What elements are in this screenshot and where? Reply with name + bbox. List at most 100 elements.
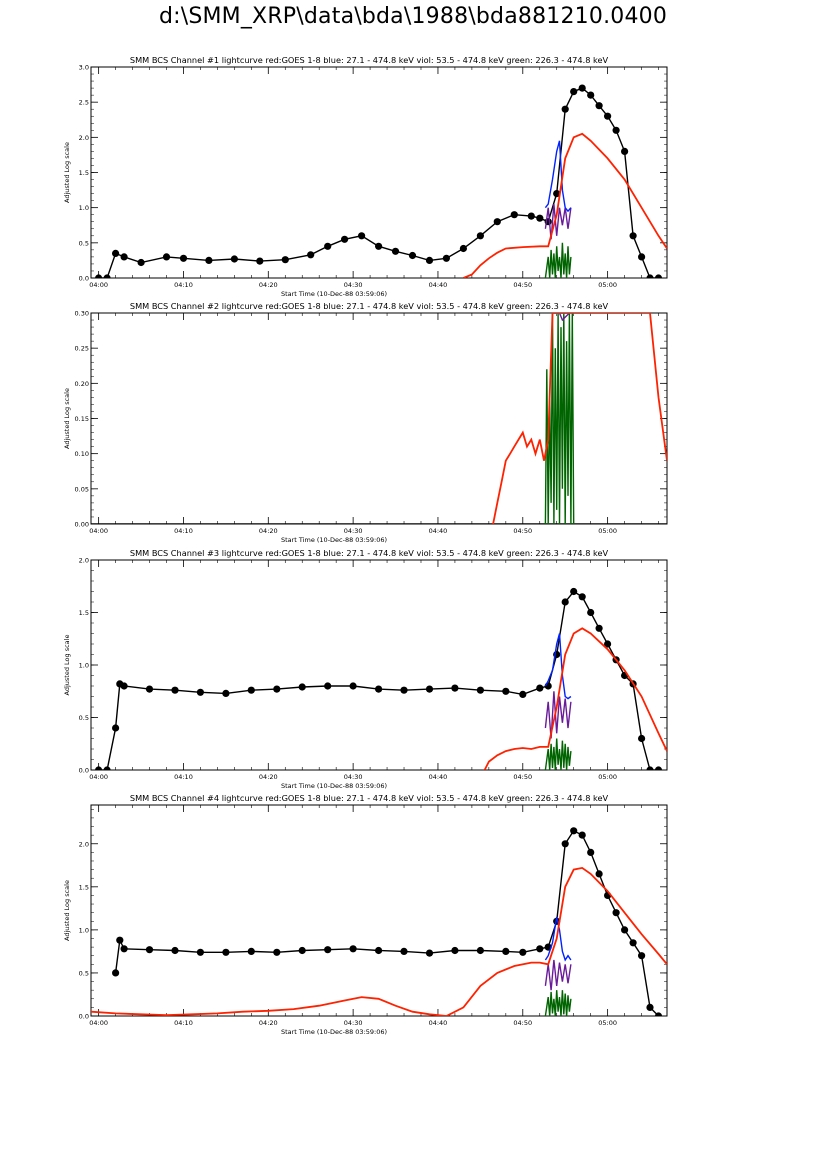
data-point bbox=[408, 251, 417, 260]
x-tick-label: 04:10 bbox=[174, 1019, 193, 1027]
y-tick-label: 0.10 bbox=[75, 450, 89, 458]
data-point bbox=[162, 253, 171, 261]
series-line-red bbox=[492, 313, 667, 524]
chart-panel-2: SMM BCS Channel #2 lightcurve red:GOES 1… bbox=[63, 301, 668, 544]
data-point bbox=[145, 685, 154, 693]
y-tick-label: 0.30 bbox=[75, 310, 89, 318]
data-point bbox=[654, 1012, 663, 1016]
series-line-red bbox=[463, 132, 667, 278]
series-line-green bbox=[544, 313, 575, 524]
data-point bbox=[536, 684, 544, 692]
data-point bbox=[629, 232, 637, 240]
data-point bbox=[646, 1003, 654, 1012]
y-tick-label: 2.5 bbox=[79, 99, 89, 107]
series-line-violet bbox=[544, 959, 572, 991]
data-point bbox=[570, 827, 578, 835]
x-tick-label: 04:10 bbox=[174, 281, 193, 289]
x-tick-label: 04:30 bbox=[344, 527, 363, 535]
series-line-black bbox=[98, 590, 659, 770]
chart-title: SMM BCS Channel #3 lightcurve red:GOES 1… bbox=[130, 548, 609, 558]
data-point bbox=[145, 946, 154, 954]
y-tick-label: 0.05 bbox=[75, 485, 89, 493]
y-tick-label: 0.15 bbox=[75, 415, 89, 423]
data-point bbox=[578, 593, 586, 601]
data-point bbox=[298, 946, 306, 955]
series-line-violet bbox=[558, 313, 570, 322]
data-point bbox=[341, 235, 349, 243]
data-point bbox=[324, 682, 332, 690]
x-axis-label: Start Time (10-Dec-88 03:59:06) bbox=[281, 1028, 387, 1036]
data-point bbox=[621, 926, 629, 934]
data-point bbox=[205, 256, 213, 264]
y-axis-label: Adjusted Log scale bbox=[63, 142, 71, 203]
series-line-blue bbox=[544, 916, 572, 962]
y-tick-label: 0.5 bbox=[79, 714, 89, 722]
y-tick-label: 2.0 bbox=[79, 134, 89, 142]
chart-panel-3: SMM BCS Channel #3 lightcurve red:GOES 1… bbox=[63, 548, 668, 790]
x-tick-label: 04:30 bbox=[344, 281, 363, 289]
x-tick-label: 04:40 bbox=[429, 773, 448, 781]
data-point bbox=[375, 242, 383, 250]
data-point bbox=[103, 766, 111, 770]
y-tick-label: 0.00 bbox=[75, 521, 89, 529]
y-tick-label: 1.0 bbox=[79, 204, 89, 212]
data-point bbox=[646, 766, 654, 770]
y-tick-label: 0.0 bbox=[79, 767, 89, 775]
x-tick-label: 04:00 bbox=[89, 773, 108, 781]
data-point bbox=[349, 682, 357, 690]
series-line-black bbox=[98, 87, 659, 278]
data-point bbox=[536, 945, 544, 953]
y-tick-label: 0.5 bbox=[79, 239, 89, 247]
data-point bbox=[587, 91, 595, 99]
y-tick-label: 1.5 bbox=[79, 883, 89, 891]
data-point bbox=[391, 247, 400, 255]
x-tick-label: 04:10 bbox=[174, 773, 193, 781]
data-point bbox=[247, 686, 255, 694]
data-point bbox=[281, 256, 289, 264]
data-point bbox=[654, 766, 663, 770]
data-point bbox=[638, 952, 646, 960]
x-tick-label: 04:50 bbox=[513, 773, 532, 781]
x-tick-label: 05:00 bbox=[598, 1019, 617, 1027]
data-point bbox=[425, 685, 434, 693]
data-point bbox=[612, 909, 620, 917]
series-line-blue bbox=[544, 140, 572, 213]
series-line-green bbox=[544, 738, 572, 770]
y-tick-label: 0.0 bbox=[79, 1013, 89, 1021]
y-axis-label: Adjusted Log scale bbox=[63, 388, 71, 449]
data-point bbox=[256, 257, 264, 265]
data-point bbox=[171, 946, 179, 955]
data-point bbox=[179, 254, 188, 262]
data-point bbox=[247, 947, 255, 956]
data-point bbox=[638, 734, 646, 743]
data-point bbox=[502, 687, 510, 695]
y-tick-label: 2.0 bbox=[79, 840, 89, 848]
series-line-blue bbox=[544, 633, 572, 700]
chart-panel-1: SMM BCS Channel #1 lightcurve red:GOES 1… bbox=[63, 55, 668, 298]
data-point bbox=[120, 253, 128, 261]
data-point bbox=[621, 147, 629, 155]
plot-frame bbox=[90, 804, 668, 1017]
y-axis-label: Adjusted Log scale bbox=[63, 880, 71, 941]
data-point bbox=[120, 945, 128, 953]
data-point bbox=[442, 254, 450, 262]
series-line-red bbox=[483, 627, 667, 770]
series-line-violet bbox=[544, 204, 572, 240]
data-point bbox=[476, 686, 484, 694]
data-point bbox=[510, 211, 518, 219]
series-line-black bbox=[114, 829, 659, 1016]
series-line-green bbox=[544, 242, 572, 278]
data-point bbox=[307, 251, 315, 259]
data-point bbox=[103, 274, 111, 278]
data-point bbox=[561, 598, 569, 606]
data-point bbox=[578, 84, 586, 92]
y-tick-label: 1.0 bbox=[79, 662, 89, 670]
chart-panel-4: SMM BCS Channel #4 lightcurve red:GOES 1… bbox=[63, 793, 668, 1036]
y-axis-label: Adjusted Log scale bbox=[63, 635, 71, 696]
data-point bbox=[112, 724, 120, 732]
x-tick-label: 04:40 bbox=[429, 1019, 448, 1027]
data-point bbox=[604, 112, 612, 120]
plot-frame bbox=[90, 559, 668, 771]
x-tick-label: 04:20 bbox=[259, 1019, 278, 1027]
